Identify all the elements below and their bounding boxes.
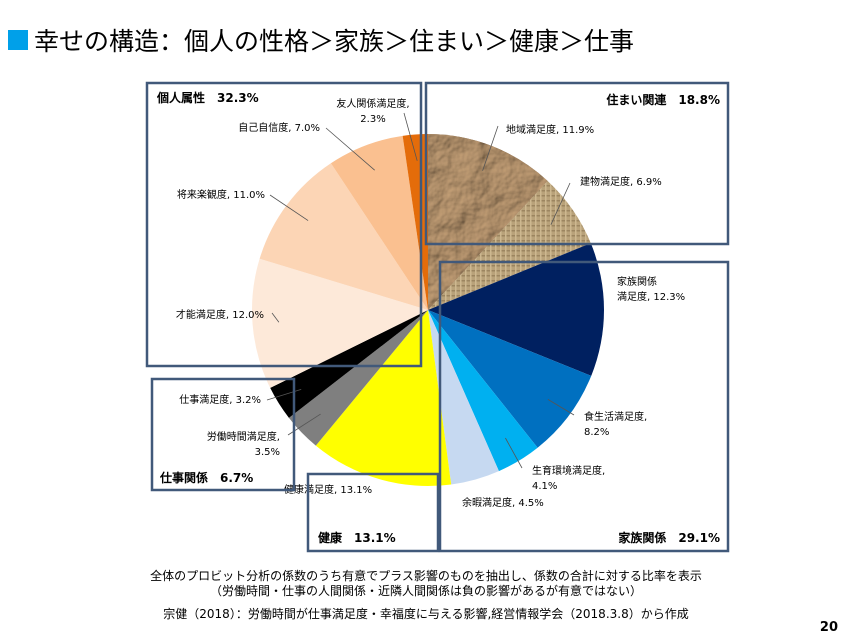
title-bullet <box>8 30 28 50</box>
slice-label-7: 健康満足度, 13.1% <box>284 483 372 496</box>
slice-label-8-line-1: 労働時間満足度, <box>207 430 280 443</box>
slice-label-2-line-1: 建物満足度, 6.9% <box>580 175 662 188</box>
pie-slice-4 <box>428 310 592 448</box>
footnote-note: （労働時間・仕事の人間関係・近隣人間関係は負の影響があるが有意ではない） <box>209 584 642 598</box>
slice-label-1: 地域満足度, 11.9% <box>506 123 594 136</box>
slice-label-13: 友人関係満足度, 2.3% <box>336 97 409 125</box>
page-title-text: 幸せの構造：個人の性格＞家族＞住まい＞健康＞仕事 <box>34 27 635 56</box>
slice-label-12: 自己自信度, 7.0% <box>238 121 320 134</box>
group-frame-仕事関係 <box>150 377 296 492</box>
group-label-家族関係: 家族関係 29.1% <box>618 530 720 545</box>
footnote-source: 宗健（2018）：労働時間が仕事満足度・幸福度に与える影響,経営情報学会（201… <box>163 607 689 621</box>
leader-line-1 <box>482 125 499 171</box>
slice-label-3: 家族関係満足度, 12.3% <box>617 275 685 303</box>
pie-slice-6 <box>428 310 499 485</box>
slice-label-1-line-1: 地域満足度, 11.9% <box>506 123 594 136</box>
pie-slice-1 <box>428 134 548 310</box>
slice-label-13-line-1: 友人関係満足度, <box>336 97 409 110</box>
slice-label-10: 才能満足度, 12.0% <box>176 308 264 321</box>
slice-label-13-line-2: 2.3% <box>360 114 385 125</box>
page-title: 幸せの構造：個人の性格＞家族＞住まい＞健康＞仕事 <box>8 22 634 58</box>
leader-line-2 <box>550 182 571 225</box>
pie-slice-7 <box>315 310 452 487</box>
slice-label-9: 仕事満足度, 3.2% <box>179 393 261 406</box>
group-label-健康: 健康 13.1% <box>318 530 396 545</box>
group-frame-健康 <box>306 472 440 553</box>
page-number: 20 <box>819 620 838 635</box>
pie-slice-3 <box>428 243 604 376</box>
slice-label-4: 食生活満足度, 8.2% <box>584 410 647 438</box>
footnote-method: 全体のプロビット分析の係数のうち有意でプラス影響のものを抽出し、係数の合計に対す… <box>150 569 702 583</box>
pie-slice-5 <box>428 310 538 472</box>
leader-line-5 <box>505 437 523 469</box>
slice-label-10-line-1: 才能満足度, 12.0% <box>176 308 264 321</box>
group-frame-個人属性 <box>145 81 423 368</box>
leader-line-9 <box>266 389 302 401</box>
leader-line-4 <box>547 399 575 416</box>
group-frame-家族関係 <box>438 260 730 553</box>
slice-label-11: 将来楽観度, 11.0% <box>177 188 265 201</box>
leader-line-10 <box>271 312 280 323</box>
slice-label-7-line-1: 健康満足度, 13.1% <box>284 483 372 496</box>
leader-line-11 <box>269 194 309 221</box>
group-frame-住まい関連 <box>424 81 730 246</box>
slice-label-8: 労働時間満足度, 3.5% <box>207 430 280 458</box>
pie-slice-8 <box>288 310 428 446</box>
slice-label-5: 生育環境満足度, 4.1% <box>532 464 605 492</box>
pie-slice-2 <box>428 180 591 310</box>
slice-label-5-line-2: 4.1% <box>532 481 557 492</box>
slice-label-5-line-1: 生育環境満足度, <box>532 464 605 477</box>
slice-label-8-line-2: 3.5% <box>255 447 280 458</box>
slice-label-12-line-1: 自己自信度, 7.0% <box>238 121 320 134</box>
pie-slice-11 <box>259 163 428 310</box>
group-label-個人属性: 個人属性 32.3% <box>156 90 259 105</box>
group-label-住まい関連: 住まい関連 18.8% <box>606 92 720 107</box>
leader-line-13 <box>403 112 418 161</box>
pie-slice-12 <box>330 135 428 310</box>
slice-label-3-line-1: 家族関係 <box>617 275 657 288</box>
slice-label-3-line-2: 満足度, 12.3% <box>617 290 685 303</box>
slice-label-6: 余暇満足度, 4.5% <box>462 496 544 509</box>
slice-label-4-line-2: 8.2% <box>584 427 609 438</box>
pie-slice-10 <box>251 258 428 388</box>
slice-label-9-line-1: 仕事満足度, 3.2% <box>179 393 261 406</box>
slice-label-4-line-1: 食生活満足度, <box>584 410 647 423</box>
pie-slice-9 <box>270 310 428 418</box>
leader-line-12 <box>325 127 375 171</box>
slice-label-11-line-1: 将来楽観度, 11.0% <box>177 188 265 201</box>
group-label-仕事関係: 仕事関係 6.7% <box>159 470 253 485</box>
slice-label-6-line-1: 余暇満足度, 4.5% <box>462 496 544 509</box>
slice-label-2: 建物満足度, 6.9% <box>580 175 662 188</box>
